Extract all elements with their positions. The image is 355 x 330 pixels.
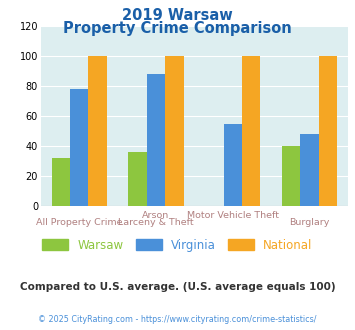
Text: Compared to U.S. average. (U.S. average equals 100): Compared to U.S. average. (U.S. average … (20, 282, 335, 292)
Bar (282, 146, 300, 206)
Text: All Property Crime: All Property Crime (36, 218, 122, 227)
Bar (242, 56, 260, 206)
Bar (319, 56, 337, 206)
Bar (165, 56, 184, 206)
Text: Burglary: Burglary (289, 218, 330, 227)
Legend: Warsaw, Virginia, National: Warsaw, Virginia, National (38, 234, 317, 256)
Bar (147, 74, 165, 206)
Bar (51, 158, 70, 206)
Text: 2019 Warsaw: 2019 Warsaw (122, 8, 233, 23)
Bar (88, 56, 107, 206)
Bar (70, 89, 88, 206)
Bar (129, 152, 147, 206)
Bar (224, 124, 242, 206)
Text: Property Crime Comparison: Property Crime Comparison (63, 21, 292, 36)
Text: Arson: Arson (142, 211, 170, 219)
Text: Larceny & Theft: Larceny & Theft (118, 218, 194, 227)
Text: © 2025 CityRating.com - https://www.cityrating.com/crime-statistics/: © 2025 CityRating.com - https://www.city… (38, 315, 317, 324)
Bar (300, 134, 319, 206)
Text: Motor Vehicle Theft: Motor Vehicle Theft (187, 211, 279, 219)
